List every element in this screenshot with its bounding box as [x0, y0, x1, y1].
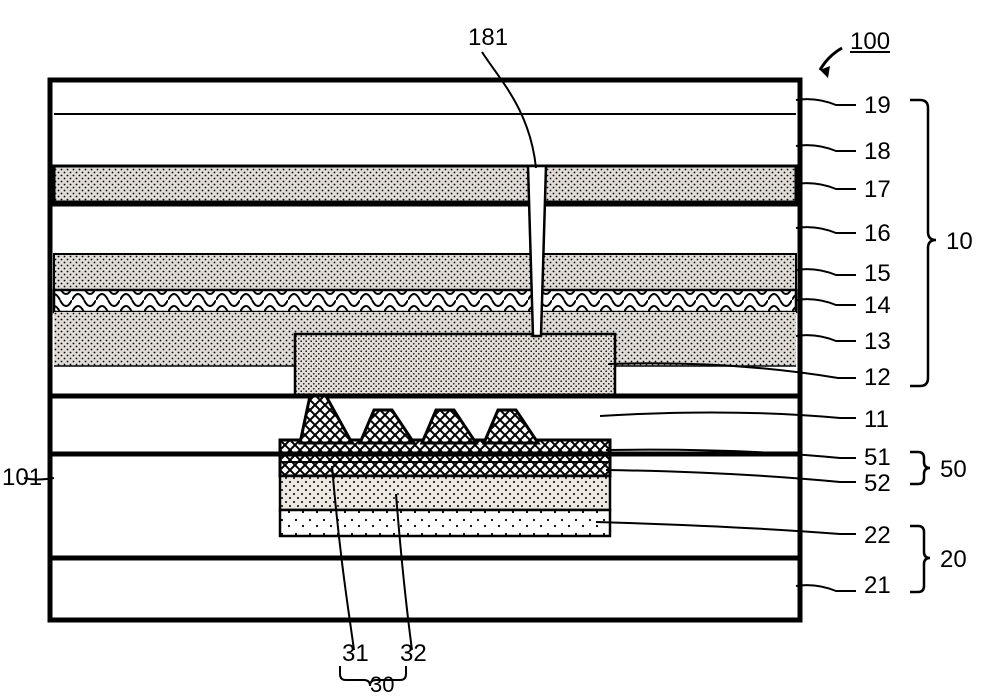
label-15: 15 — [864, 260, 891, 288]
label-17: 17 — [864, 176, 891, 204]
label-100: 100 — [850, 28, 890, 56]
label-group-30: 30 — [370, 672, 394, 698]
label-13: 13 — [864, 328, 891, 356]
cross-section-svg — [0, 0, 1000, 691]
label-group-50: 50 — [940, 456, 967, 484]
label-19: 19 — [864, 92, 891, 120]
layer-17 — [54, 166, 796, 202]
leader-13 — [796, 335, 856, 341]
label-51: 51 — [864, 444, 891, 472]
layer-14 — [54, 290, 796, 312]
leader-18 — [796, 145, 856, 151]
layer-12 — [295, 334, 615, 396]
label-16: 16 — [864, 220, 891, 248]
label-14: 14 — [864, 292, 891, 320]
label-181: 181 — [468, 24, 508, 52]
label-12: 12 — [864, 364, 891, 392]
label-31: 31 — [342, 640, 369, 668]
layer-15 — [54, 254, 796, 290]
label-11: 11 — [864, 406, 889, 434]
figure-canvas: 100 181 19 18 17 16 15 14 13 12 11 51 52… — [0, 0, 1000, 691]
arrow-100 — [820, 48, 842, 78]
label-52: 52 — [864, 470, 891, 498]
label-group-10: 10 — [946, 228, 973, 256]
leader-15 — [796, 269, 856, 275]
leader-21 — [796, 585, 856, 591]
leader-19 — [796, 99, 856, 105]
label-group-20: 20 — [940, 546, 967, 574]
label-32: 32 — [400, 640, 427, 668]
layer-52 — [280, 440, 610, 476]
label-18: 18 — [864, 138, 891, 166]
leader-16 — [796, 227, 856, 233]
label-21: 21 — [864, 572, 891, 600]
layer-22 — [280, 510, 610, 536]
leader-17 — [796, 183, 856, 189]
leader-14 — [796, 299, 856, 305]
bracket-50 — [910, 452, 930, 484]
label-101: 101 — [2, 464, 42, 492]
bracket-10 — [910, 100, 936, 386]
layer-32 — [280, 476, 610, 510]
bracket-20 — [910, 526, 930, 592]
label-22: 22 — [864, 522, 891, 550]
